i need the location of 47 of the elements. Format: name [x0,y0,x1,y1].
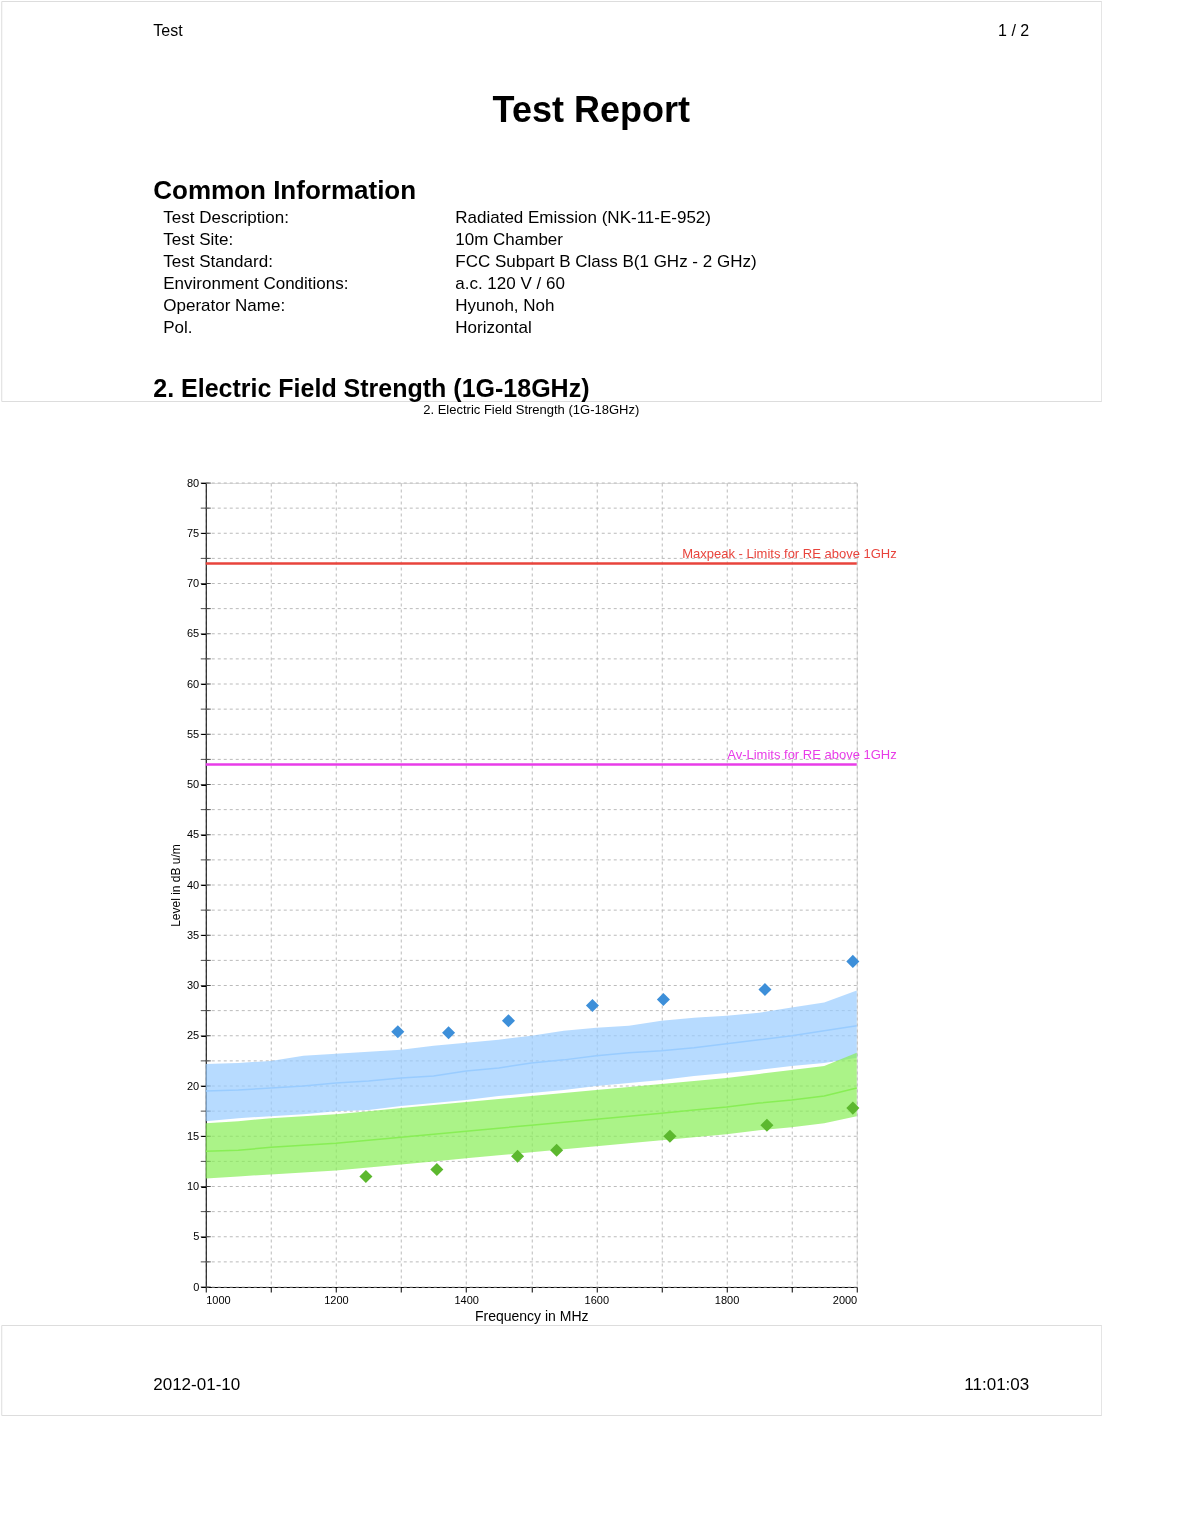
y-tick-label: 75 [187,526,200,539]
ref-line-label: Av-Limits for RE above 1GHz [727,747,897,763]
y-tick-label: 30 [187,979,200,991]
y-tick-label: 50 [187,778,200,790]
text: Test Site: [163,230,234,249]
x-tick-label: 1200 [324,1293,349,1306]
text: 11:01:03 [964,1375,1030,1394]
text: Test Report [492,89,690,130]
text: Test [153,22,184,39]
text: Operator Name: [163,296,286,315]
text: Hyunoh, Noh [455,296,555,315]
y-tick-label: 45 [187,828,200,841]
text: a.c. 120 V / 60 [455,274,565,293]
x-axis-title: Frequency in MHz [474,1307,589,1324]
y-tick-label: 55 [187,727,200,740]
text: 2012-01-10 [153,1375,241,1394]
x-tick-label: 1800 [714,1293,740,1306]
y-tick-label: 5 [193,1230,200,1243]
x-tick-label: 2000 [832,1293,858,1306]
x-tick-label: 1400 [454,1293,479,1306]
y-axis-title: Level in dB u/m [169,844,184,927]
y-tick-label: 10 [187,1180,200,1192]
text: Common Information [153,175,417,205]
text: FCC Subpart B Class B(1 GHz - 2 GHz) [455,252,757,271]
text: 10m Chamber [455,230,564,249]
text: Radiated Emission (NK-11-E-952) [455,208,711,227]
y-tick-label: 15 [187,1129,200,1142]
x-tick-label: 1000 [206,1293,231,1306]
text: Test Standard: [163,252,273,271]
text: Horizontal [455,318,532,337]
y-tick-label: 35 [187,928,200,941]
y-tick-label: 0 [193,1280,200,1293]
text: 1 / 2 [998,22,1030,39]
y-tick-label: 70 [187,577,200,589]
y-tick-label: 65 [187,627,200,640]
y-tick-label: 25 [187,1029,200,1042]
text: 2. Electric Field Strength (1G-18GHz) [153,374,590,402]
ref-line-label: Maxpeak - Limits for RE above 1GHz [682,546,897,562]
y-tick-label: 40 [187,878,200,891]
text: Test Description: [163,208,289,227]
y-tick-label: 80 [187,476,200,489]
y-tick-label: 60 [187,677,200,690]
chart-title: 2. Electric Field Strength (1G-18GHz) [423,402,640,417]
x-tick-label: 1600 [584,1293,610,1306]
text: Pol. [163,318,193,337]
y-tick-label: 20 [187,1079,200,1092]
text: Environment Conditions: [163,274,349,293]
